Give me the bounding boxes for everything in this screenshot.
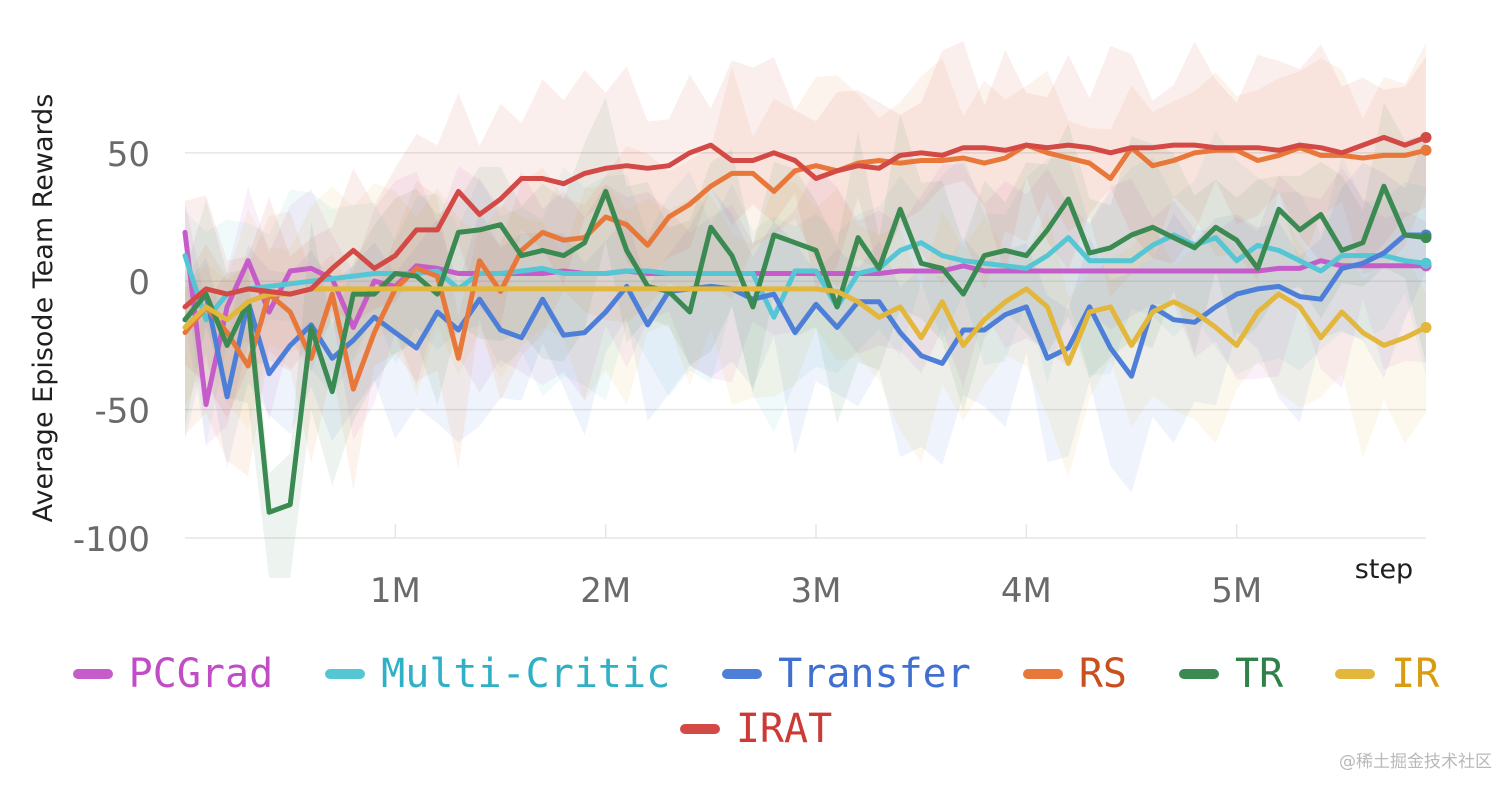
series-end-point-multi-critic: [1420, 257, 1432, 269]
x-tick-label: 1M: [370, 571, 421, 611]
legend-item-rs[interactable]: RS: [1022, 650, 1127, 698]
grid-lines: [185, 152, 1426, 539]
legend-label: Transfer: [778, 651, 971, 697]
band-tr: [185, 97, 1426, 578]
legend-label: Multi-Critic: [381, 651, 671, 697]
series-line-tr: [182, 183, 1429, 515]
legend-item-multi-critic[interactable]: Multi-Critic: [325, 650, 670, 698]
legend-swatch: [679, 724, 720, 734]
legend-item-tr[interactable]: TR: [1178, 650, 1284, 698]
band-transfer: [185, 134, 1426, 494]
series-lines: [182, 131, 1432, 515]
x-tick-label: 2M: [580, 571, 631, 611]
x-tick-label: 3M: [791, 571, 842, 611]
band-irat: [185, 41, 1426, 419]
legend-swatch: [72, 669, 113, 679]
y-tick-label: -100: [73, 520, 150, 560]
series-line-irat: [182, 134, 1429, 310]
band-ir: [185, 181, 1426, 478]
legend-row-1: PCGrad Multi-Critic Transfer RS TR IR: [0, 650, 1512, 698]
y-tick-labels: 50 0 -50 -100: [73, 135, 150, 560]
band-pcgrad: [185, 164, 1426, 446]
legend-label: PCGrad: [128, 651, 274, 697]
legend-row-2: IRAT: [0, 705, 1512, 753]
series-line-ir: [182, 286, 1429, 366]
legend-label: TR: [1234, 651, 1284, 697]
y-tick-label: -50: [94, 392, 150, 432]
series-end-point-rs: [1420, 144, 1432, 156]
band-rs: [185, 42, 1426, 491]
legend-item-transfer[interactable]: Transfer: [722, 650, 971, 698]
watermark: @稀土掘金技术社区: [1339, 752, 1492, 772]
legend-swatch: [1022, 669, 1063, 679]
legend-label: RS: [1078, 651, 1127, 697]
legend-swatch: [1335, 669, 1376, 679]
legend-item-ir[interactable]: IR: [1335, 650, 1439, 698]
y-tick-label: 0: [128, 263, 150, 303]
y-tick-label: 50: [107, 135, 150, 175]
x-tick-label: 4M: [1001, 571, 1052, 611]
legend-item-irat[interactable]: IRAT: [679, 705, 833, 753]
x-tick-labels: 1M 2M 3M 4M 5M: [370, 571, 1262, 611]
y-axis-label: Average Episode Team Rewards: [28, 94, 59, 523]
legend-swatch: [1178, 669, 1219, 679]
confidence-bands: [185, 41, 1426, 578]
legend-label: IR: [1391, 651, 1440, 697]
series-line-transfer: [182, 232, 1429, 400]
legend-swatch: [325, 669, 366, 679]
legend-label: IRAT: [735, 706, 833, 752]
series-end-point-irat: [1420, 131, 1432, 143]
series-end-point-tr: [1420, 232, 1432, 244]
legend-item-pcgrad[interactable]: PCGrad: [72, 650, 274, 698]
legend-swatch: [722, 669, 763, 679]
x-tick-label: 5M: [1211, 571, 1262, 611]
x-axis-label: step: [1355, 554, 1413, 585]
series-end-point-ir: [1420, 321, 1432, 333]
